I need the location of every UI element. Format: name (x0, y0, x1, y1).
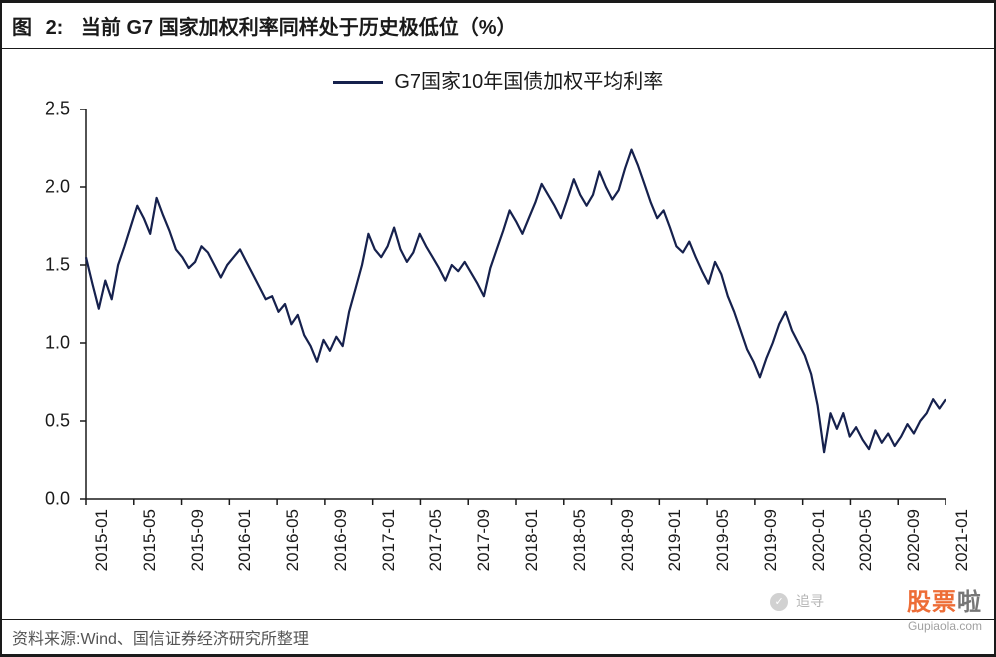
x-tick-label: 2020-09 (904, 509, 924, 571)
y-tick-label: 1.0 (45, 333, 70, 354)
x-tick-label: 2018-01 (522, 509, 542, 571)
source-bar: 资料来源:Wind、国信证券经济研究所整理 (2, 619, 994, 657)
line-chart-svg (80, 109, 946, 507)
series-line (86, 150, 946, 453)
x-tick-label: 2018-05 (570, 509, 590, 571)
legend-label: G7国家10年国债加权平均利率 (394, 71, 663, 93)
x-tick-label: 2019-01 (665, 509, 685, 571)
x-tick-label: 2020-01 (809, 509, 829, 571)
figure-container: 图 2: 当前 G7 国家加权利率同样处于历史极低位（%） G7国家10年国债加… (0, 0, 996, 657)
figure-title-text: 当前 G7 国家加权利率同样处于历史极低位（%） (81, 17, 517, 39)
x-tick-label: 2015-01 (92, 509, 112, 571)
x-tick-label: 2019-09 (761, 509, 781, 571)
legend-line-swatch (333, 81, 383, 84)
x-tick-label: 2021-01 (952, 509, 972, 571)
figure-label: 图 (12, 17, 32, 39)
y-tick-label: 2.0 (45, 177, 70, 198)
chart-legend: G7国家10年国债加权平均利率 (2, 49, 994, 100)
wechat-icon: ✓ (770, 593, 788, 611)
x-tick-label: 2015-05 (140, 509, 160, 571)
x-tick-label: 2016-09 (331, 509, 351, 571)
x-tick-label: 2018-09 (618, 509, 638, 571)
y-axis: 0.00.51.01.52.02.5 (2, 109, 82, 499)
x-tick-label: 2015-09 (188, 509, 208, 571)
y-tick-label: 0.5 (45, 411, 70, 432)
y-tick-label: 2.5 (45, 99, 70, 120)
x-tick-label: 2016-01 (235, 509, 255, 571)
figure-number: 2: (46, 17, 64, 39)
x-tick-label: 2017-09 (474, 509, 494, 571)
y-tick-label: 0.0 (45, 489, 70, 510)
plot-area (86, 109, 946, 499)
x-tick-label: 2016-05 (283, 509, 303, 571)
x-tick-label: 2017-01 (379, 509, 399, 571)
y-tick-label: 1.5 (45, 255, 70, 276)
x-tick-label: 2019-05 (713, 509, 733, 571)
chart-area: G7国家10年国债加权平均利率 0.0 0.5 1.0 1.5 2.0 2.5 2015-… (2, 49, 994, 609)
x-tick-label: 2020-05 (856, 509, 876, 571)
watermark-main: 股票啦 (907, 582, 982, 617)
source-text: 资料来源:Wind、国信证券经济研究所整理 (12, 631, 309, 648)
watermark-secondary: ✓ 追寻 (770, 591, 824, 611)
x-tick-label: 2017-05 (426, 509, 446, 571)
figure-title-bar: 图 2: 当前 G7 国家加权利率同样处于历史极低位（%） (2, 0, 994, 49)
